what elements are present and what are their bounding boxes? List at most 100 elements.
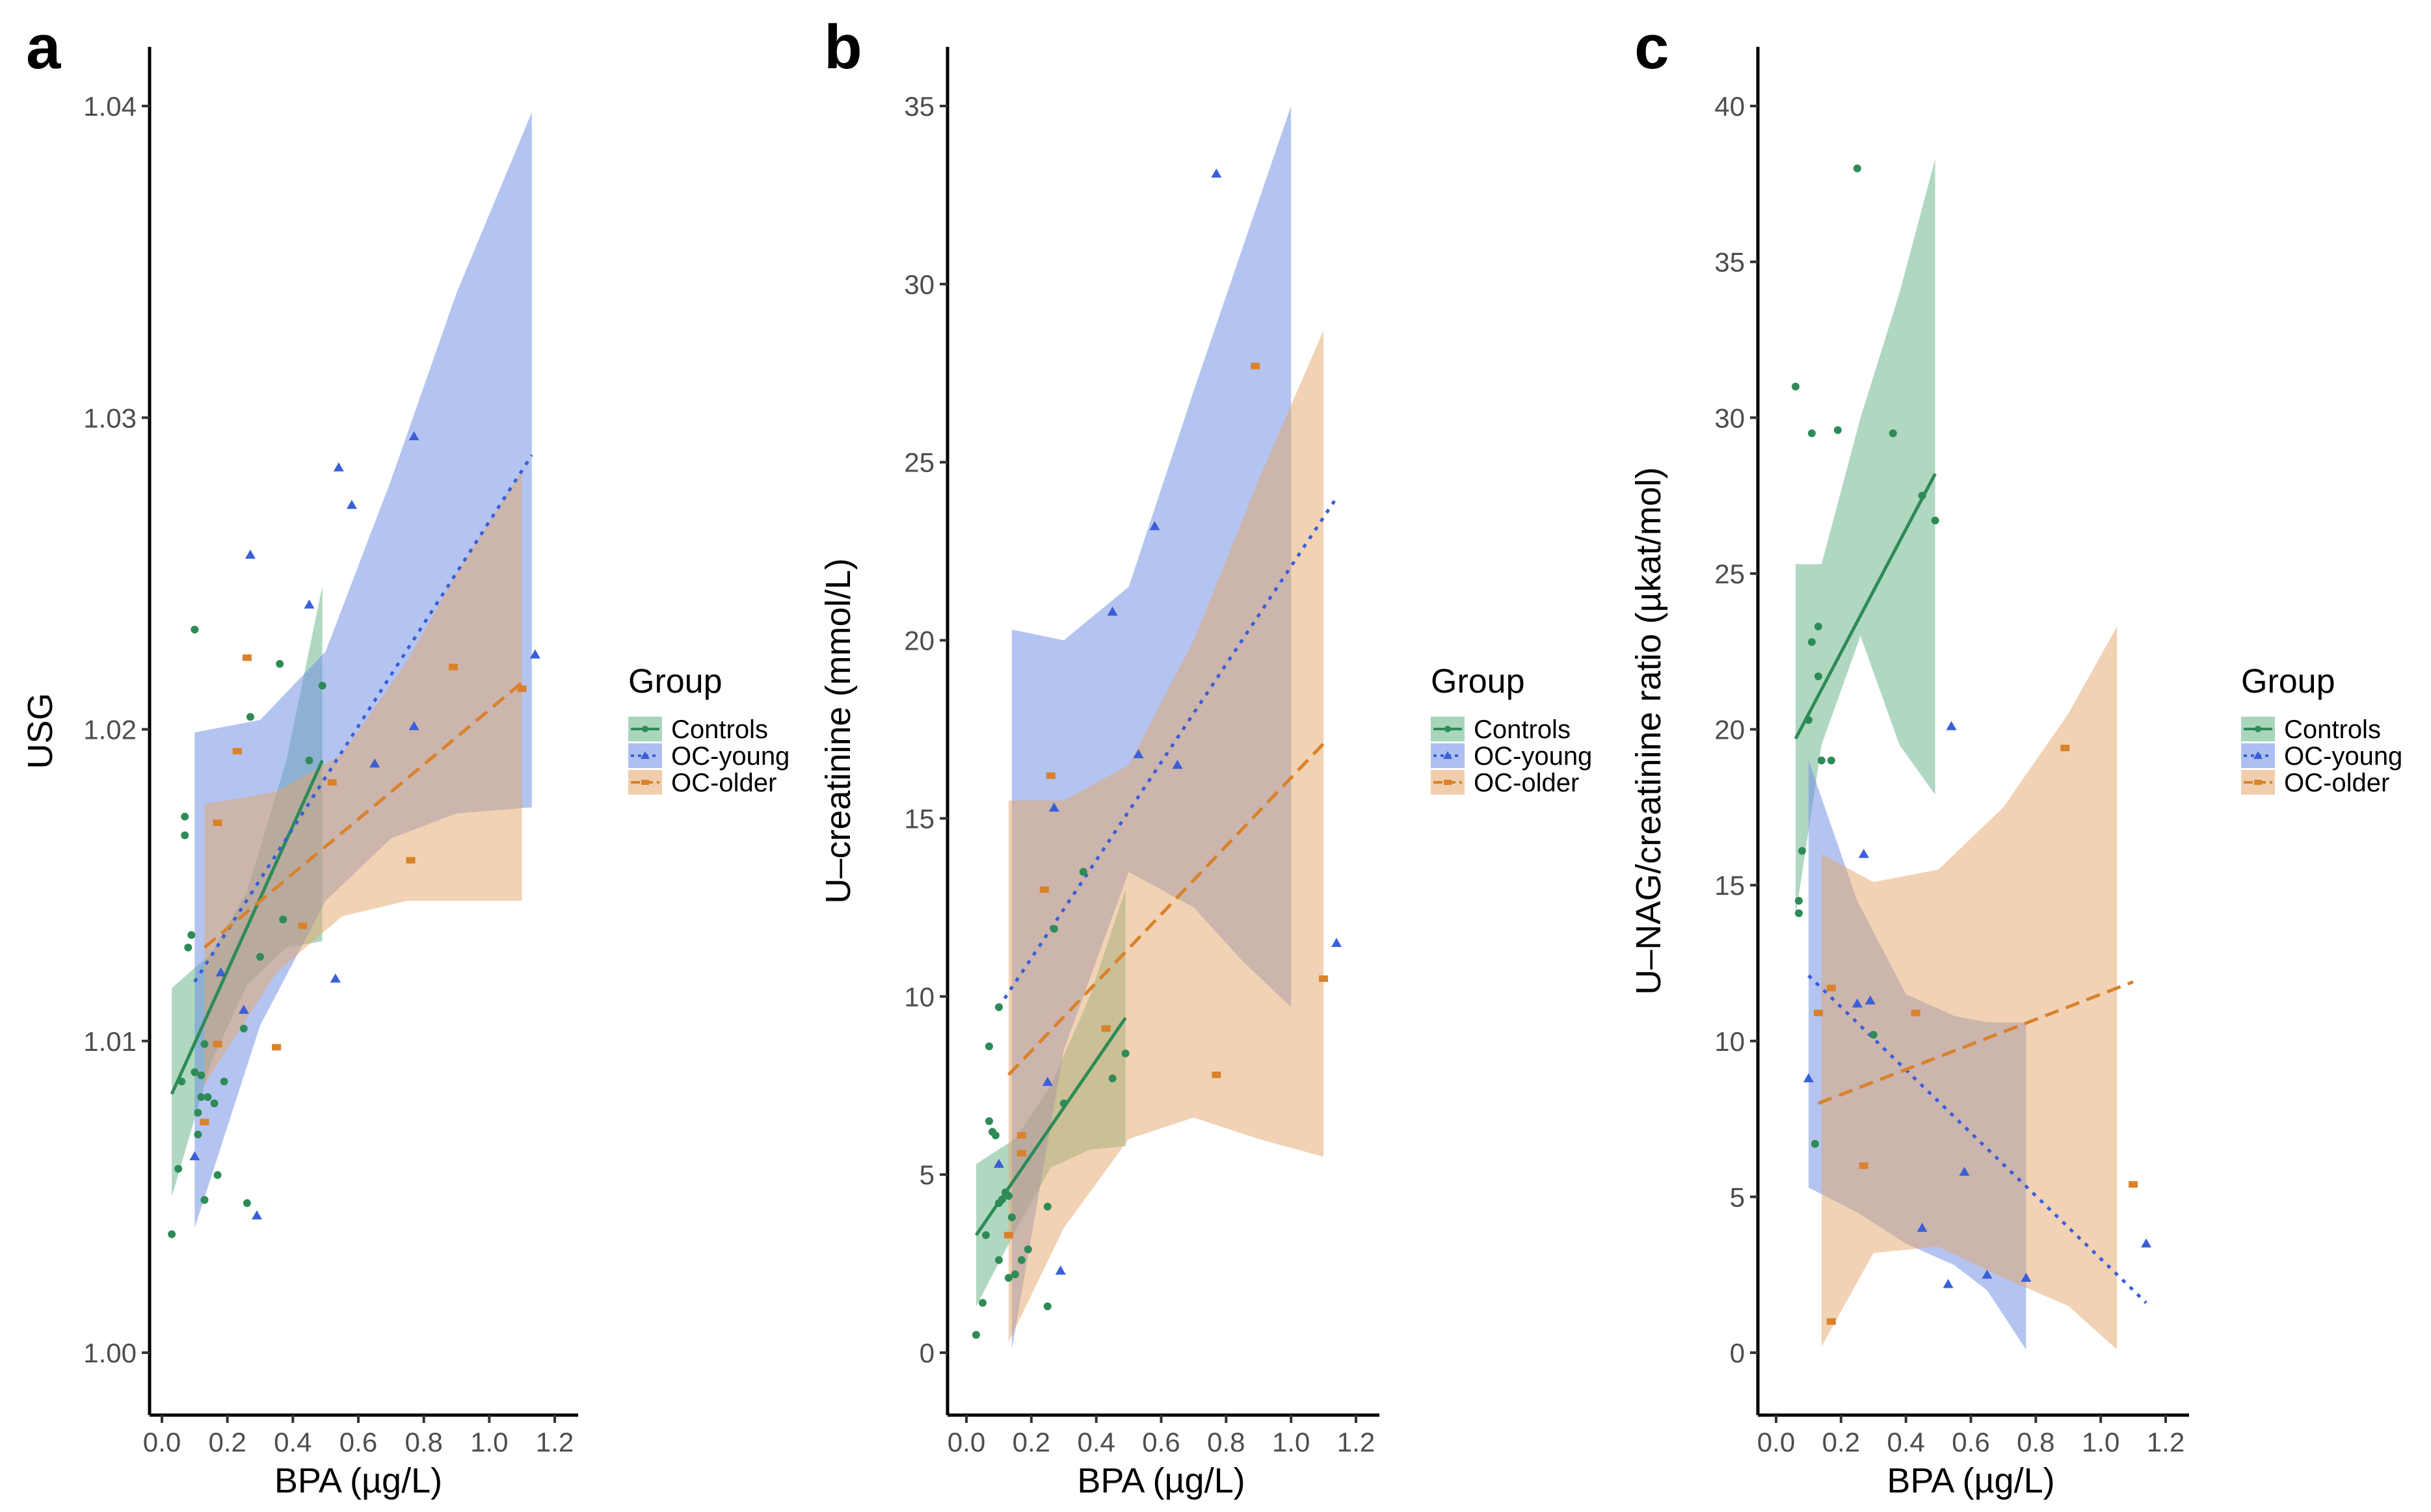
point-controls [187, 931, 196, 939]
point-controls [220, 1078, 228, 1086]
x-tick-label: 0.6 [1142, 1427, 1180, 1457]
legend-label: OC-older [2284, 769, 2389, 797]
legend-label: OC-young [1474, 742, 1592, 771]
panel-letter: a [26, 12, 61, 82]
point-oc-older [1039, 886, 1049, 893]
point-oc-young [346, 499, 357, 509]
point-oc-young [2141, 1238, 2152, 1248]
ribbon-controls [1795, 159, 1935, 917]
point-oc-young [1858, 849, 1869, 858]
point-controls [1814, 672, 1822, 681]
y-tick-label: 5 [920, 1160, 935, 1190]
point-oc-older [232, 748, 242, 755]
y-tick-label: 30 [1714, 403, 1745, 433]
point-controls [972, 1331, 980, 1339]
point-controls [1121, 1049, 1130, 1057]
point-controls [978, 1299, 987, 1307]
point-oc-older [1016, 1150, 1026, 1157]
fit-line-oc-young [193, 454, 533, 983]
y-tick-label: 30 [904, 269, 935, 300]
legend-item-oc-young: OC-young [628, 742, 790, 771]
point-controls [213, 1171, 222, 1179]
y-tick-label: 15 [904, 803, 935, 834]
point-oc-young [1149, 521, 1160, 531]
point-controls [200, 1040, 209, 1048]
point-controls [194, 1108, 202, 1117]
point-controls [1817, 756, 1826, 765]
ribbon-oc-older [1008, 330, 1324, 1342]
y-tick-label: 25 [904, 447, 935, 478]
legend-item-controls: Controls [1431, 715, 1571, 744]
point-controls [994, 1003, 1003, 1011]
point-controls [1791, 382, 1800, 391]
legend-item-oc-young: OC-young [2241, 742, 2402, 771]
point-controls [178, 1078, 186, 1086]
y-tick-label: 20 [904, 626, 935, 656]
point-controls [1011, 1270, 1019, 1279]
point-oc-older [2060, 745, 2070, 752]
point-oc-young [1055, 1266, 1066, 1275]
legend-title: Group [1431, 663, 1525, 700]
x-tick-label: 0.2 [208, 1427, 246, 1457]
x-tick-label: 0.0 [1757, 1427, 1795, 1457]
point-oc-older [213, 819, 222, 827]
point-controls [174, 1165, 183, 1173]
point-controls [194, 1130, 202, 1139]
point-controls [1004, 1192, 1013, 1200]
point-oc-young [1042, 1076, 1053, 1086]
point-oc-young [1943, 1279, 1954, 1288]
x-tick-label: 1.2 [1337, 1427, 1375, 1457]
legend-label: Controls [671, 715, 768, 744]
point-controls [210, 1099, 219, 1107]
legend-marker [1444, 726, 1451, 732]
point-controls [204, 1093, 212, 1102]
legend-marker [1443, 751, 1452, 759]
y-tick-label: 20 [1714, 715, 1745, 745]
point-controls [1811, 1139, 1819, 1148]
point-oc-older [1003, 1232, 1013, 1239]
point-controls [1794, 909, 1803, 918]
point-oc-older [1859, 1162, 1868, 1169]
point-oc-older [272, 1044, 282, 1051]
x-tick-label: 0.4 [274, 1427, 312, 1457]
point-oc-young [333, 462, 344, 471]
point-controls [243, 1199, 251, 1207]
fit-line-oc-older [1817, 980, 2134, 1105]
y-tick-label: 10 [1714, 1026, 1745, 1057]
panel-a: a 1.00 1.01 1.02 1.03 1.04 0.0 0.2 0.4 0.6 0.8 1.0 1… [21, 12, 790, 1500]
point-controls [1050, 925, 1058, 933]
point-oc-young [1852, 998, 1863, 1008]
point-controls [279, 915, 287, 923]
point-oc-young [369, 758, 380, 768]
point-controls [1007, 1213, 1016, 1221]
x-tick-label: 0.0 [143, 1427, 181, 1457]
point-oc-young [1331, 938, 1342, 948]
panel-b: b 0 5 10 15 20 25 30 35 0.0 0.2 0.4 0.6 0.8 1.0 1.2 BPA … [819, 12, 1592, 1500]
point-controls [1869, 1031, 1878, 1039]
legend-label: OC-older [671, 769, 777, 797]
point-controls [200, 1196, 209, 1204]
y-axis-title: USG [21, 693, 60, 769]
fit-line-controls [1794, 473, 1937, 740]
point-oc-young [408, 721, 419, 730]
point-controls [181, 831, 189, 840]
legend-item-oc-older: OC-older [1431, 769, 1579, 797]
point-oc-young [2021, 1272, 2032, 1282]
legend-label: OC-young [671, 742, 790, 771]
point-oc-young [1107, 606, 1118, 616]
y-tick-label: 1.01 [83, 1026, 137, 1057]
point-oc-young [189, 1151, 200, 1161]
x-tick-label: 1.2 [2147, 1427, 2185, 1457]
legend-marker [2254, 780, 2262, 785]
fit-line-oc-older [1007, 742, 1325, 1076]
fit-line-oc-young [997, 497, 1338, 1009]
point-oc-older [448, 663, 458, 670]
y-tick-label: 10 [904, 981, 935, 1012]
point-controls [181, 812, 189, 821]
point-oc-young [1048, 802, 1059, 812]
point-oc-older [298, 922, 308, 929]
